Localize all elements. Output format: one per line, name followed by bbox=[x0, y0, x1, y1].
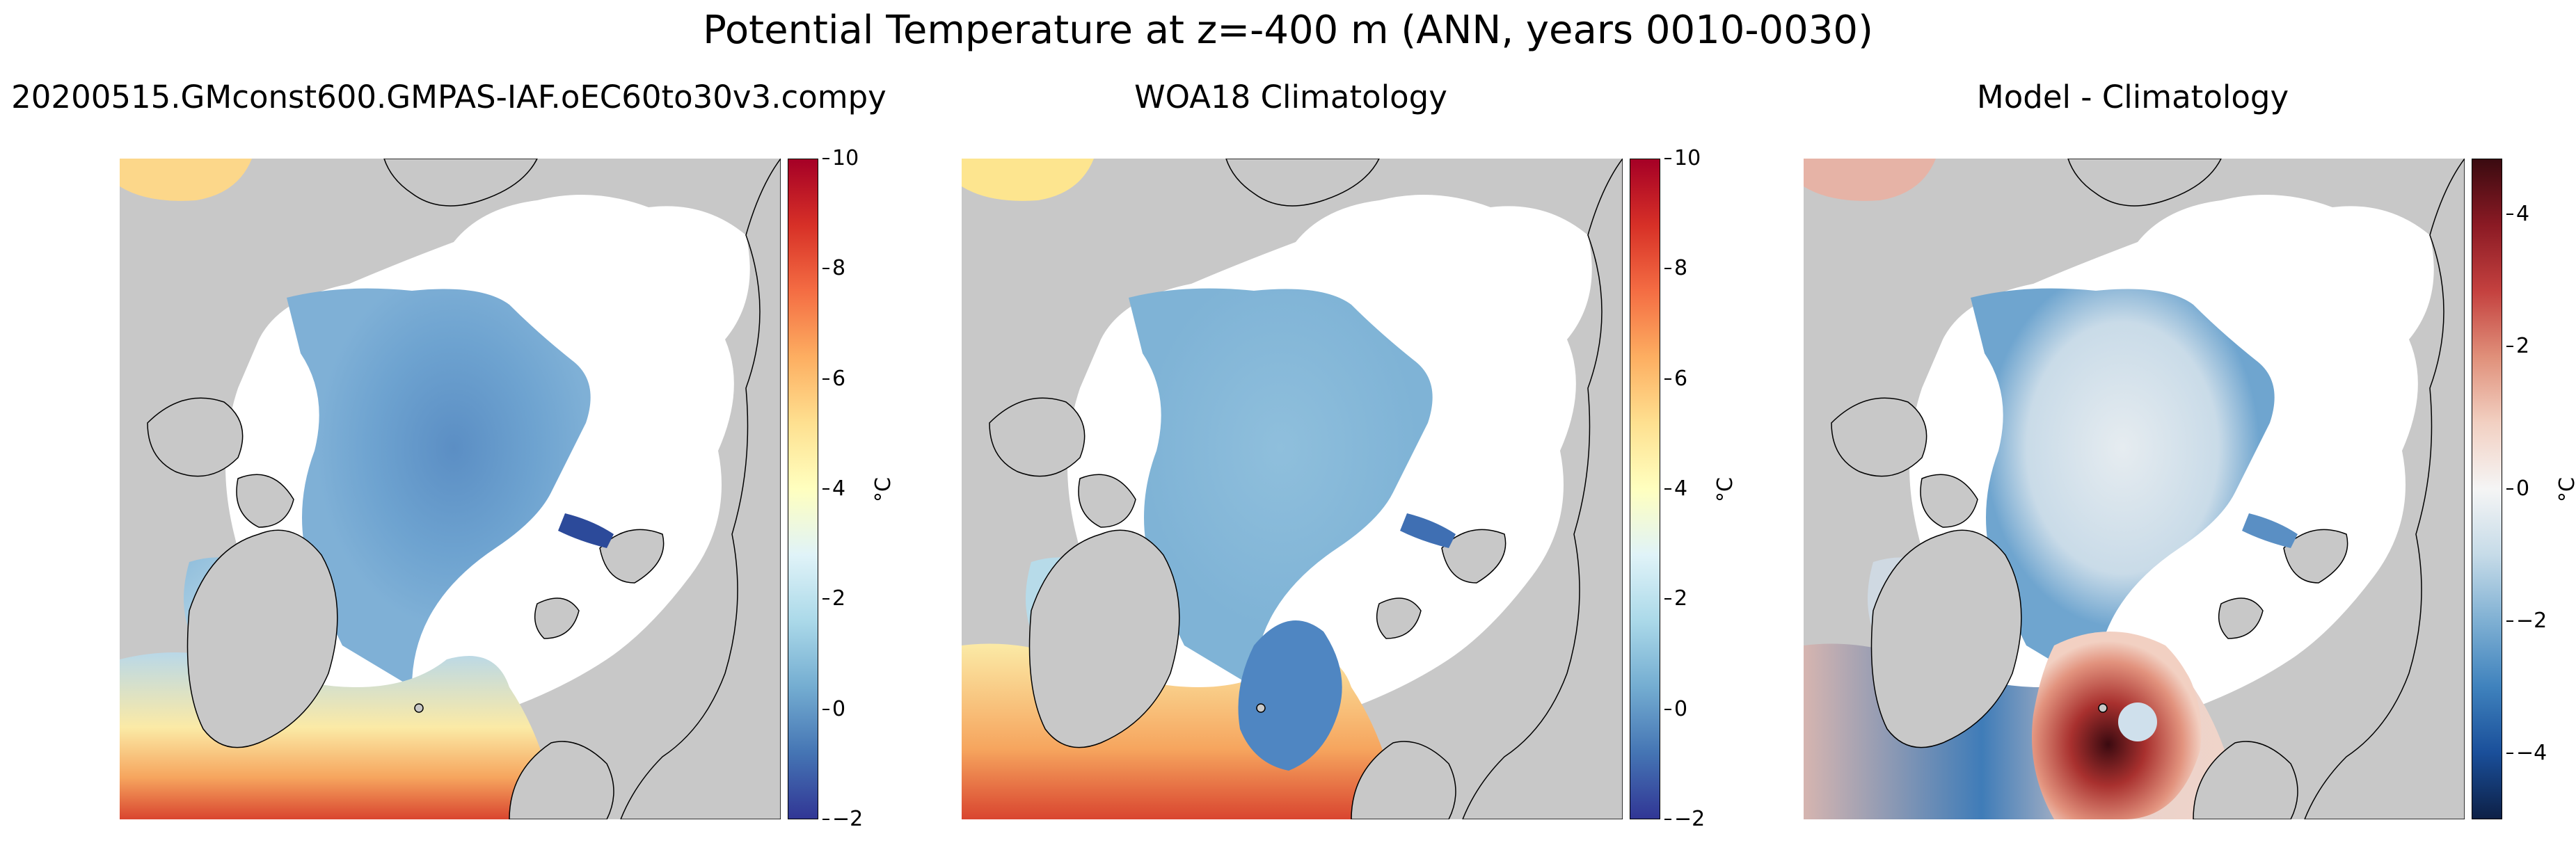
arctic-ocean bbox=[1971, 288, 2275, 687]
nordic-cold-ring bbox=[2118, 702, 2157, 741]
pacific-region bbox=[1804, 159, 1936, 201]
alaska-landmass bbox=[1225, 159, 1380, 207]
ellesmere-island bbox=[1920, 474, 1978, 528]
novaya-zemlya bbox=[599, 529, 665, 584]
canadian-archipelago bbox=[147, 397, 244, 477]
pacific-region bbox=[962, 159, 1094, 201]
p1-tick-10: 10 bbox=[822, 146, 859, 170]
ellesmere-island bbox=[236, 474, 294, 528]
jan-mayen-island bbox=[2098, 703, 2108, 713]
panel-3-title: Model - Climatology bbox=[1976, 79, 2289, 115]
siberia-landmass bbox=[2304, 159, 2465, 819]
p2-tick-10: 10 bbox=[1664, 146, 1701, 170]
barents-inlet bbox=[558, 513, 614, 548]
scandinavia-landmass bbox=[509, 741, 614, 819]
panel-2-map bbox=[962, 159, 1623, 819]
novaya-zemlya bbox=[1441, 529, 1506, 584]
jan-mayen-island bbox=[1256, 703, 1266, 713]
barents-inlet bbox=[2242, 513, 2298, 548]
barents-inlet bbox=[1400, 513, 1456, 548]
arctic-ocean bbox=[287, 288, 591, 687]
p3-tick-2: 2 bbox=[2506, 334, 2530, 358]
panel-3-map-canvas bbox=[1804, 159, 2465, 819]
p2-tick-minus2: −2 bbox=[1664, 807, 1706, 831]
greenland-landmass bbox=[1870, 529, 2022, 748]
alaska-landmass bbox=[383, 159, 538, 207]
panel-1-colorbar bbox=[788, 159, 818, 819]
siberia-landmass bbox=[1462, 159, 1623, 819]
svalbard bbox=[1376, 597, 1422, 639]
nordic-seas bbox=[1238, 620, 1342, 771]
novaya-zemlya bbox=[2283, 529, 2348, 584]
ellesmere-island bbox=[1078, 474, 1136, 528]
siberia-landmass bbox=[620, 159, 781, 819]
alaska-landmass bbox=[2067, 159, 2222, 207]
panel-1-map-canvas bbox=[120, 159, 781, 819]
p3-tick-minus4: −4 bbox=[2506, 741, 2547, 765]
p2-tick-8: 8 bbox=[1664, 256, 1688, 280]
svalbard bbox=[2218, 597, 2264, 639]
panel-3-colorbar bbox=[2472, 159, 2502, 819]
greenland-landmass bbox=[1028, 529, 1180, 748]
canadian-archipelago bbox=[1831, 397, 1927, 477]
svalbard bbox=[534, 597, 580, 639]
nordic-seas bbox=[2032, 632, 2202, 819]
p3-tick-4: 4 bbox=[2506, 202, 2530, 226]
greenland-landmass bbox=[186, 529, 338, 748]
panel-2-colorbar bbox=[1630, 159, 1660, 819]
canadian-archipelago bbox=[989, 397, 1086, 477]
scandinavia-landmass bbox=[1351, 741, 1456, 819]
p2-tick-4: 4 bbox=[1664, 476, 1688, 501]
panel-2-title: WOA18 Climatology bbox=[1134, 79, 1447, 115]
jan-mayen-island bbox=[414, 703, 424, 713]
p1-tick-2: 2 bbox=[822, 586, 846, 611]
arctic-ocean bbox=[1129, 288, 1433, 687]
p2-tick-2: 2 bbox=[1664, 586, 1688, 611]
panel-1-map bbox=[120, 159, 781, 819]
p3-tick-0: 0 bbox=[2506, 476, 2530, 501]
panel-2-map-canvas bbox=[962, 159, 1623, 819]
scandinavia-landmass bbox=[2193, 741, 2298, 819]
p1-tick-0: 0 bbox=[822, 697, 846, 721]
p1-colorbar-label: °C bbox=[871, 477, 896, 502]
p2-tick-6: 6 bbox=[1664, 367, 1688, 391]
p1-tick-6: 6 bbox=[822, 367, 846, 391]
p3-colorbar-label: °C bbox=[2555, 477, 2576, 502]
p1-tick-8: 8 bbox=[822, 256, 846, 280]
pacific-region bbox=[120, 159, 252, 201]
figure-suptitle: Potential Temperature at z=-400 m (ANN, … bbox=[703, 8, 1873, 53]
p2-colorbar-label: °C bbox=[1713, 477, 1738, 502]
panel-1-title: 20200515.GMconst600.GMPAS-IAF.oEC60to30v… bbox=[11, 79, 887, 115]
p3-tick-minus2: −2 bbox=[2506, 609, 2547, 633]
p2-tick-0: 0 bbox=[1664, 697, 1688, 721]
p1-tick-4: 4 bbox=[822, 476, 846, 501]
panel-3-map bbox=[1804, 159, 2465, 819]
p1-tick-minus2: −2 bbox=[822, 807, 864, 831]
